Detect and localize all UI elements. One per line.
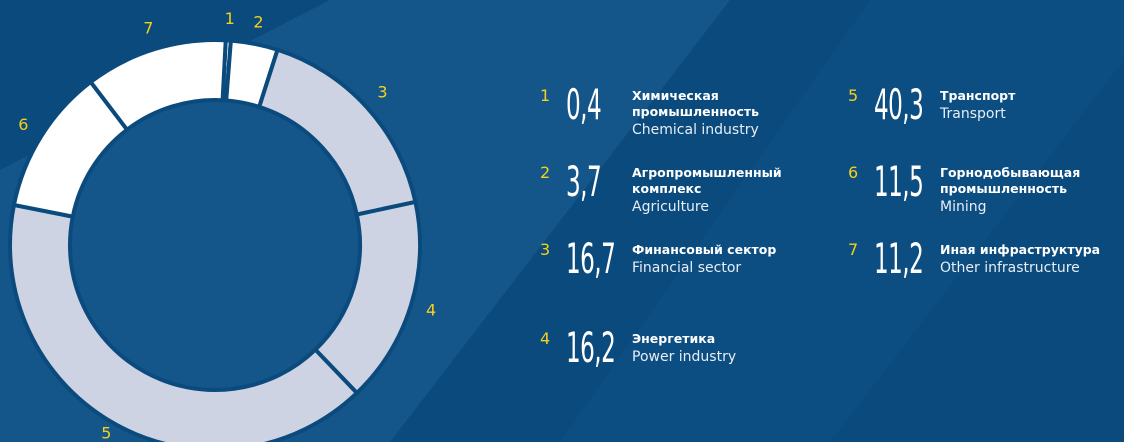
legend-name: Агропромышленный комплекс [632,165,782,196]
legend-value: 11,2 [874,234,924,283]
legend-value: 40,3 [874,80,924,129]
legend-value: 3,7 [566,157,602,206]
legend-name: Химическая промышленность [632,88,760,119]
legend-key: 1 [540,86,551,105]
legend-subtitle: Agriculture [632,199,709,215]
legend-title: Транспорт Transport [940,88,1110,122]
segment-key: 1 [225,9,235,28]
donut-segment [8,202,360,442]
legend-value: 16,2 [566,323,616,372]
legend-subtitle: Financial sector [632,260,742,276]
segment-key: 5 [101,424,111,442]
legend-title: Энергетика Power industry [632,331,802,365]
legend-value: 11,5 [874,157,924,206]
background-stripe [560,0,1124,442]
legend-key: 3 [540,240,551,259]
donut-segment [87,38,228,133]
legend-title: Горнодобывающая промышленность Mining [940,165,1110,215]
legend-subtitle: Chemical industry [632,122,759,138]
legend-key: 4 [540,329,551,348]
legend-key: 6 [848,163,859,182]
legend-name: Иная инфраструктура [940,242,1101,257]
legend-subtitle: Mining [940,199,987,215]
legend-key: 7 [848,240,859,259]
legend-name: Транспорт [940,88,1016,103]
legend-title: Агропромышленный комплекс Agriculture [632,165,802,215]
segment-key: 2 [253,13,263,32]
legend-value: 16,7 [566,234,616,283]
legend-subtitle: Transport [940,106,1006,122]
legend-subtitle: Power industry [632,349,737,365]
legend-title: Финансовый сектор Financial sector [632,242,802,276]
legend-key: 5 [848,86,859,105]
segment-key: 3 [377,83,387,102]
legend-name: Горнодобывающая промышленность [940,165,1081,196]
segment-key: 4 [426,301,436,320]
segment-key: 6 [18,115,28,134]
legend-title: Химическая промышленность Chemical indust… [632,88,802,138]
donut: 1 2 3 4 5 6 7 [8,9,436,442]
legend-name: Энергетика [632,331,716,346]
legend-subtitle: Other infrastructure [940,260,1080,276]
legend-key: 2 [540,163,551,182]
legend-name: Финансовый сектор [632,242,777,257]
segment-key: 7 [143,19,153,38]
legend-title: Иная инфраструктура Other infrastructure [940,242,1110,276]
legend-value: 0,4 [566,80,602,129]
